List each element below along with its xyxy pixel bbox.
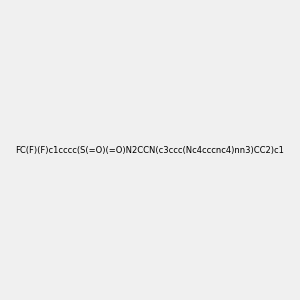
Text: FC(F)(F)c1cccc(S(=O)(=O)N2CCN(c3ccc(Nc4cccnc4)nn3)CC2)c1: FC(F)(F)c1cccc(S(=O)(=O)N2CCN(c3ccc(Nc4c… bbox=[16, 146, 284, 154]
